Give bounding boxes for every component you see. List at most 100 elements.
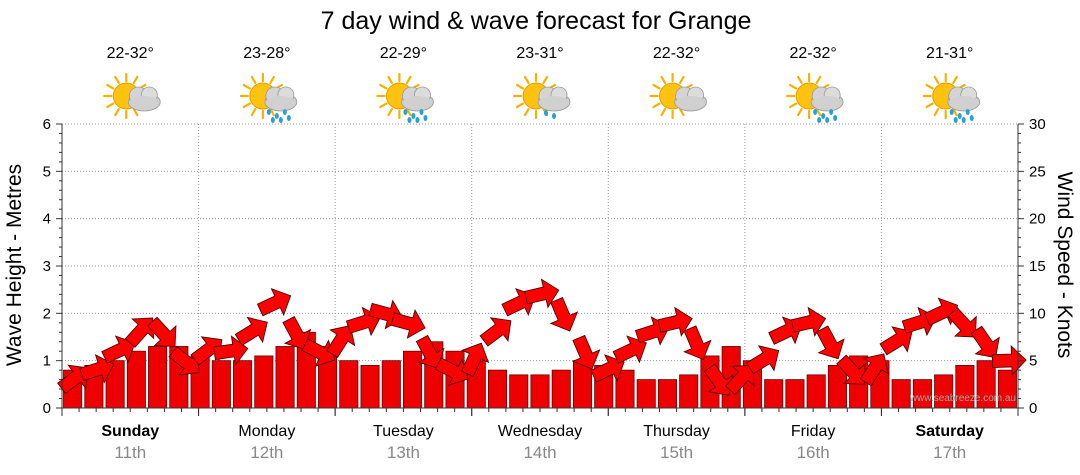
wave-bar [403, 350, 423, 409]
sun-ray [106, 83, 115, 90]
sun-ray [250, 107, 257, 117]
rain-drop [403, 109, 408, 115]
day-date-label: 12th [250, 443, 283, 462]
temperature-range-label: 23-28° [243, 45, 290, 62]
wave-bar [806, 374, 826, 409]
right-axis-title: Wind Speed - Knots [1053, 172, 1076, 359]
wave-bar [233, 360, 253, 409]
wave-bar [126, 350, 146, 409]
cloud-base [675, 96, 706, 110]
rain-drop [821, 113, 826, 119]
wind-arrow [301, 338, 336, 367]
wave-bar [381, 360, 401, 409]
rain-drop [969, 115, 974, 121]
day-date-label: 15th [660, 443, 693, 462]
wave-bar [360, 364, 380, 409]
sun-ray [542, 75, 549, 85]
wave-bar [785, 379, 805, 409]
cloud-base [129, 96, 160, 110]
sun-ray [678, 107, 685, 117]
day-name-label: Thursday [643, 423, 710, 440]
sun-ray [652, 102, 661, 109]
temperature-range-label: 21-31° [926, 45, 973, 62]
sun-cloud-drizzle-icon [512, 72, 571, 120]
rain-drop [274, 113, 279, 119]
rain-drop [961, 117, 966, 123]
sun-ray [788, 83, 798, 90]
cloud-base [948, 96, 979, 110]
rain-drop [544, 110, 548, 116]
rain-drop [953, 117, 958, 123]
sun-ray [515, 102, 525, 109]
wind-arrow [101, 335, 136, 364]
cloud-base [539, 96, 569, 110]
sun-cloud-icon [103, 72, 161, 120]
wind-arrow [390, 309, 426, 339]
wind-arrow [746, 345, 780, 375]
wind-arrow [234, 316, 268, 346]
wave-bar [148, 346, 168, 409]
rain-drop [833, 115, 838, 121]
day-date-label: 13th [387, 443, 420, 462]
day-date-label: 17th [933, 443, 966, 462]
chart-title: 7 day wind & wave forecast for Grange [321, 7, 752, 35]
source-credit: www.seabreeze.com.au [909, 393, 1016, 404]
left-tick-label: 3 [43, 258, 51, 275]
left-tick-label: 1 [43, 353, 51, 370]
rain-drop [415, 117, 420, 123]
temperature-range-label: 22-32° [653, 45, 700, 62]
sun-ray [106, 102, 115, 109]
wind-speed-series [57, 278, 1027, 396]
rain-drop [282, 109, 287, 115]
sun-ray [933, 75, 940, 85]
rain-drop [957, 113, 962, 119]
right-tick-label: 0 [1029, 400, 1037, 417]
day-date-label: 14th [523, 443, 556, 462]
wind-arrow [79, 354, 115, 384]
wave-bar [764, 379, 784, 409]
wind-arrow [523, 278, 560, 309]
day-name-label: Saturday [915, 423, 984, 440]
wave-bar [275, 346, 295, 409]
rain-drop [813, 109, 818, 115]
wind-arrow [282, 315, 312, 350]
sun-ray [652, 83, 661, 90]
wind-arrow [859, 353, 889, 387]
sun-ray [379, 102, 388, 109]
wave-bar [636, 379, 656, 409]
left-axis-title: Wave Height - Metres [3, 164, 26, 366]
sun-ray [815, 107, 822, 117]
sun-ray [114, 107, 120, 117]
wave-bar [530, 374, 550, 409]
wind-arrow [657, 306, 693, 337]
sun-ray [515, 83, 525, 90]
sun-ray [660, 75, 667, 85]
rain-drop [965, 109, 970, 115]
right-tick-label: 10 [1029, 305, 1046, 322]
rain-drop [423, 115, 428, 121]
sun-ray [250, 75, 257, 85]
right-tick-label: 20 [1029, 211, 1046, 228]
wave-bar [211, 360, 231, 409]
wind-arrow [571, 334, 601, 370]
wind-arrow [970, 325, 1000, 359]
day-name-label: Tuesday [373, 423, 434, 440]
wind-arrow [725, 364, 755, 396]
sun-ray [925, 102, 934, 109]
wind-arrow [836, 354, 866, 385]
day-name-label: Monday [238, 423, 295, 440]
sun-ray [678, 75, 685, 85]
wave-bar [339, 360, 359, 409]
grid-lines [62, 123, 1018, 408]
cloud-base [265, 96, 296, 110]
sun-ray [242, 102, 251, 109]
rain-drop [407, 117, 412, 123]
rain-drop [286, 115, 291, 121]
wind-arrow [703, 363, 734, 396]
rain-drop [411, 113, 416, 119]
right-tick-label: 15 [1029, 258, 1046, 275]
rain-drop [278, 117, 283, 123]
sun-ray [797, 107, 803, 117]
wave-bar [679, 374, 699, 409]
sun-ray [269, 75, 275, 85]
